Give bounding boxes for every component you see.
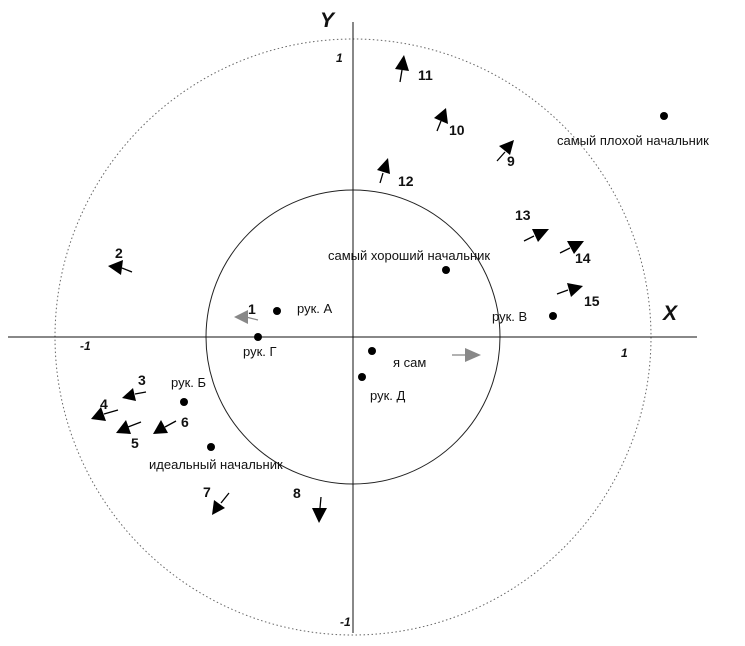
arrow-3-number: 3: [138, 372, 146, 388]
point-ruk-d-label: рук. Д: [370, 388, 405, 403]
arrow-7: [212, 492, 230, 515]
x-tick-right: 1: [621, 346, 628, 360]
point-ruk-v-label: рук. В: [492, 309, 527, 324]
arrow-4-number: 4: [100, 396, 108, 412]
arrow-1-number: 1: [248, 301, 256, 317]
point-best-label: самый хороший начальник: [328, 248, 490, 263]
arrow-11-number: 11: [418, 67, 433, 83]
point-self-label: я сам: [393, 355, 426, 370]
x-axis-name: X: [662, 302, 679, 325]
arrow-10-number: 10: [449, 122, 465, 138]
point-ruk-a-dot: [273, 307, 281, 315]
arrow-13-number: 13: [515, 207, 531, 223]
arrow-9-number: 9: [507, 153, 515, 169]
point-best-dot: [442, 266, 450, 274]
point-ruk-g-dot: [254, 333, 262, 341]
arrow-13: [523, 229, 549, 242]
x-tick-left: -1: [80, 339, 91, 353]
point-ruk-v-dot: [549, 312, 557, 320]
arrow-6: [153, 420, 177, 434]
arrow-10: [434, 108, 448, 132]
arrow-self: [452, 348, 481, 362]
arrow-6-number: 6: [181, 414, 189, 430]
arrow-8: [312, 496, 327, 523]
point-ruk-g-label: рук. Г: [243, 344, 277, 359]
arrow-15: [556, 283, 583, 297]
point-self-dot: [368, 347, 376, 355]
arrow-2: [108, 260, 133, 275]
point-worst-dot: [660, 112, 668, 120]
point-ideal-dot: [207, 443, 215, 451]
arrow-14: [559, 241, 584, 254]
arrow-12: [377, 158, 390, 184]
arrow-12-number: 12: [398, 173, 414, 189]
arrow-15-number: 15: [584, 293, 600, 309]
point-ruk-b-dot: [180, 398, 188, 406]
arrow-7-number: 7: [203, 484, 211, 500]
arrow-11: [395, 55, 409, 83]
point-ruk-b-label: рук. Б: [171, 375, 206, 390]
arrow-5: [116, 420, 142, 434]
y-axis-name: Y: [320, 9, 336, 32]
arrow-5-number: 5: [131, 435, 139, 451]
arrow-2-number: 2: [115, 245, 123, 261]
point-ideal-label: идеальный начальник: [149, 457, 283, 472]
point-worst-label: самый плохой начальник: [557, 133, 709, 148]
point-ruk-a-label: рук. А: [297, 301, 332, 316]
point-ruk-d-dot: [358, 373, 366, 381]
arrow-14-number: 14: [575, 250, 591, 266]
arrow-4: [91, 407, 119, 421]
arrow-8-number: 8: [293, 485, 301, 501]
arrow-1: [234, 310, 259, 324]
y-tick-bottom: -1: [340, 615, 351, 629]
y-tick-top: 1: [336, 51, 343, 65]
arrow-9: [496, 140, 514, 162]
arrow-3: [122, 388, 147, 401]
